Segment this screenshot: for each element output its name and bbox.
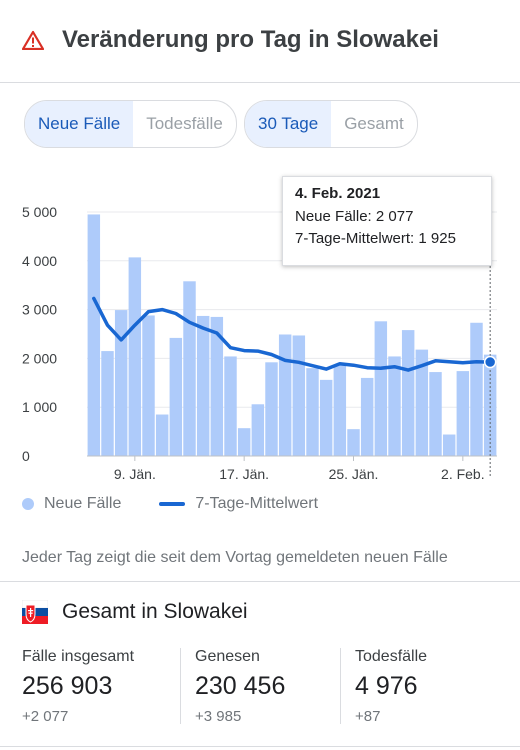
bar — [483, 354, 497, 456]
legend-bars-label: Neue Fälle — [44, 495, 122, 512]
tooltip-new-cases: Neue Fälle: 2 077 — [295, 208, 414, 225]
stat-delta: +87 — [355, 708, 381, 725]
bar — [278, 334, 292, 456]
highlight-point — [483, 355, 497, 369]
bar — [319, 379, 333, 456]
bar — [196, 315, 210, 456]
warning-icon — [22, 30, 44, 50]
stat-label: Genesen — [195, 648, 260, 665]
y-tick-label: 0 — [22, 448, 30, 464]
tab-new-cases[interactable]: Neue Fälle — [25, 101, 134, 147]
tab-30-days[interactable]: 30 Tage — [245, 101, 332, 147]
bar — [251, 404, 265, 456]
x-tick-label: 2. Feb. — [441, 466, 485, 482]
bar — [333, 365, 347, 456]
header: Veränderung pro Tag in Slowakei — [0, 0, 520, 83]
bar — [169, 337, 183, 456]
legend-bar-swatch — [22, 498, 34, 510]
section-divider — [0, 581, 520, 582]
bar — [114, 310, 128, 456]
bar — [101, 351, 114, 456]
bar — [224, 356, 237, 456]
x-tick-label: 25. Jän. — [329, 466, 379, 482]
bar — [210, 316, 224, 456]
tab-total[interactable]: Gesamt — [344, 114, 404, 133]
bar — [347, 429, 360, 456]
tooltip-average: 7-Tage-Mittelwert: 1 925 — [295, 230, 456, 247]
bar — [87, 214, 101, 456]
bar — [360, 377, 374, 456]
stat-separator — [180, 648, 181, 724]
y-tick-label: 3 000 — [22, 302, 57, 318]
y-tick-label: 4 000 — [22, 253, 57, 269]
stat-delta: +3 985 — [195, 708, 242, 725]
x-tick-label: 9. Jän. — [114, 466, 156, 482]
stat-deaths: Todesfälle 4 976 +87 — [355, 648, 427, 725]
x-tick-label: 17. Jän. — [219, 466, 269, 482]
stat-label: Todesfälle — [355, 648, 428, 665]
totals-title: Gesamt in Slowakei — [62, 600, 248, 623]
y-tick-label: 2 000 — [22, 350, 57, 366]
tooltip-date: 4. Feb. 2021 — [295, 185, 381, 202]
legend-line-label: 7-Tage-Mittelwert — [195, 495, 319, 512]
average-line — [92, 296, 492, 372]
stat-value: 256 903 — [22, 672, 113, 700]
bar — [470, 322, 483, 456]
bar — [237, 428, 251, 456]
bar — [265, 362, 278, 456]
bar — [292, 335, 306, 456]
y-tick-label: 1 000 — [22, 399, 57, 415]
stat-delta: +2 077 — [22, 708, 69, 725]
bar — [306, 368, 319, 456]
bar — [155, 414, 169, 456]
slovakia-flag-icon — [22, 600, 48, 624]
bar — [374, 321, 388, 456]
bar — [388, 356, 401, 456]
bar — [415, 349, 429, 456]
stat-label: Fälle insgesamt — [22, 648, 135, 665]
bar — [183, 281, 196, 456]
page-title: Veränderung pro Tag in Slowakei — [62, 26, 439, 53]
chart-note: Jeder Tag zeigt die seit dem Vortag geme… — [22, 549, 448, 566]
y-tick-label: 5 000 — [22, 204, 57, 220]
stat-total-cases: Fälle insgesamt 256 903 +2 077 — [22, 648, 134, 725]
range-toggle: 30 Tage Gesamt — [244, 100, 418, 148]
bar — [456, 371, 470, 456]
bar — [442, 434, 456, 456]
bar — [128, 257, 142, 456]
bar — [142, 315, 155, 456]
stat-value: 4 976 — [355, 672, 418, 700]
bottom-divider — [0, 746, 520, 747]
legend-line-swatch — [159, 502, 186, 506]
metric-toggle: Neue Fälle Todesfälle — [24, 100, 237, 148]
chart-legend: Neue Fälle 7-Tage-Mittelwert — [22, 494, 318, 514]
bar — [401, 330, 415, 456]
tab-deaths[interactable]: Todesfälle — [146, 114, 223, 133]
chart-tooltip: 4. Feb. 2021 Neue Fälle: 2 077 7-Tage-Mi… — [282, 176, 492, 266]
stat-recovered: Genesen 230 456 +3 985 — [195, 648, 285, 725]
bar — [429, 372, 442, 456]
stat-separator — [340, 648, 341, 724]
stat-value: 230 456 — [195, 672, 286, 700]
